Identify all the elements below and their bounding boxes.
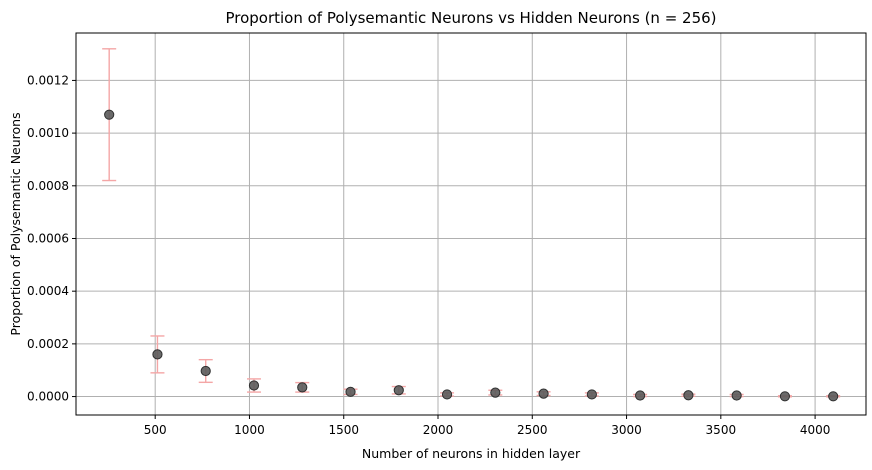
data-point [683,390,694,401]
data-point-layer [104,109,839,402]
data-point [828,391,839,402]
y-tick-label: 0.0008 [27,179,69,193]
y-tick-label: 0.0002 [27,337,69,351]
data-point [152,349,163,360]
x-tick-label: 500 [144,423,167,437]
data-point [779,391,791,402]
x-tick-label: 3500 [706,423,737,437]
data-point [104,109,115,120]
y-tick-label: 0.0006 [27,231,69,245]
y-tick-label: 0.0012 [27,73,69,87]
plot-frame [75,32,867,416]
chart-title: Proportion of Polysemantic Neurons vs Hi… [225,9,716,27]
data-point [441,389,453,400]
data-point [200,365,211,377]
x-axis-label: Number of neurons in hidden layer [362,446,581,461]
x-tick-label: 2500 [517,423,548,437]
grid-layer [76,33,866,415]
data-point [731,390,742,401]
y-tick-label: 0.0000 [27,390,69,404]
x-tick-label: 4000 [800,423,831,437]
y-tick-label: 0.0010 [27,126,69,140]
data-point [635,390,646,401]
x-tick-label: 1500 [328,423,359,437]
data-point [393,385,404,396]
tick-layer: 500 1000 1500 2000 2500 3000 3500 4000 0.0000 0.0… [27,73,830,437]
y-tick-label: 0.0004 [27,284,69,298]
data-point [490,387,501,398]
data-point [297,382,308,393]
data-point [586,389,597,400]
data-point [248,380,260,391]
x-tick-label: 2000 [423,423,454,437]
x-tick-label: 3000 [611,423,642,437]
y-axis-label: Proportion of Polysemantic Neurons [8,112,23,335]
data-point [538,388,549,399]
x-tick-label: 1000 [234,423,265,437]
data-point [345,386,356,397]
